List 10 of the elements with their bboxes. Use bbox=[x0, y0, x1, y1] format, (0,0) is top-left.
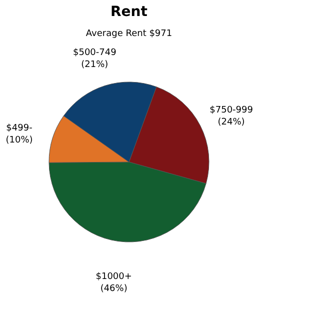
chart-subtitle: Average Rent $971 bbox=[86, 29, 172, 39]
data-label: (46%) bbox=[100, 284, 128, 294]
slice-label: $750-999 bbox=[210, 105, 254, 116]
slice-label: $1000+ bbox=[96, 272, 132, 282]
data-label: (21%) bbox=[81, 60, 108, 70]
data-label: (10%) bbox=[6, 136, 33, 146]
slice-label: $500-749 bbox=[72, 48, 117, 58]
slice-label: $499- bbox=[6, 124, 32, 134]
chart-title: Rent bbox=[110, 4, 148, 20]
data-label: (24%) bbox=[218, 117, 245, 128]
